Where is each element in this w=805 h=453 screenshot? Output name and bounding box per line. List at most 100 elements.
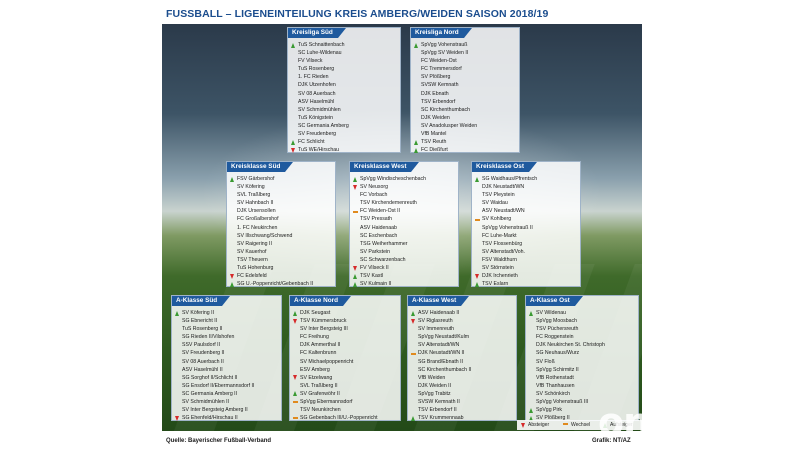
wechsel-marker-icon	[353, 210, 358, 213]
team-name: SV Kohlberg	[482, 216, 512, 223]
aufsteiger-marker-icon	[411, 310, 415, 316]
team-entry: FC Freihung	[290, 333, 400, 341]
team-name: SV Neusorg	[360, 184, 388, 191]
team-entry: TSV Pressath	[350, 215, 458, 223]
team-name: SG Sorghof II/Schlicht II	[182, 374, 238, 381]
team-name: SG Ensdorf II/Ebermannsdorf II	[182, 382, 255, 389]
wechsel-marker-icon	[475, 218, 480, 221]
team-name: SpVgg Ebermannsdorf	[300, 399, 353, 406]
team-entry: DJK Ammerthal II	[290, 341, 400, 349]
league-title: Kreisliga Süd	[288, 28, 346, 38]
team-entry: ASV Haidenaab	[350, 224, 458, 232]
team-name: SC Schwarzenbach	[360, 256, 406, 263]
team-name: SpVgg SV Weiden II	[421, 50, 469, 57]
team-entry: VfB Weiden	[408, 374, 516, 382]
team-name: SV Grafenwöhr II	[300, 390, 340, 397]
team-entry: SC Kirchenthumbach	[411, 106, 519, 114]
team-name: SVSW Kemnath	[421, 82, 459, 89]
league-title: A-Klasse Ost	[526, 296, 583, 306]
team-entry: SC Schwarzenbach	[350, 256, 458, 264]
team-list: SV Köfering II SG Ebnericht II TuS Rosenbe…	[172, 309, 281, 422]
team-entry: SV Neusorg	[350, 183, 458, 191]
team-entry: SV Plößberg	[411, 73, 519, 81]
team-entry: SV Wildenau	[526, 309, 638, 317]
team-entry: TSV Pleystein	[472, 191, 580, 199]
team-entry: SV Michaelpoppenricht	[290, 358, 400, 366]
team-entry: FV Vilseck II	[350, 264, 458, 272]
team-name: ASV Haidenaab	[360, 224, 397, 231]
team-entry: SC Eschenbach	[350, 232, 458, 240]
team-entry: SV Waidau	[472, 199, 580, 207]
league-box-kreisliga-nord: Kreisliga Nord SpVgg Vohenstrauß SpVgg SV…	[410, 27, 520, 153]
team-name: SV Parkstein	[360, 248, 390, 255]
team-name: DJK Utzenhofen	[298, 82, 336, 89]
team-entry: FC Luhe-Markt	[472, 232, 580, 240]
league-box-kreisliga-sued: Kreisliga Süd TuS Schnaittenbach SC Luhe-…	[287, 27, 401, 153]
team-entry: TSV Krummennaab	[408, 414, 516, 422]
team-entry: TSV Reuth	[411, 138, 519, 146]
team-name: SpVgg Neustadt/Kulm	[418, 334, 470, 341]
team-entry: TSV Kastl	[350, 272, 458, 280]
team-name: DJK Neukirchen St. Christoph	[536, 342, 605, 349]
team-name: SpVgg Windischeschenbach	[360, 176, 427, 182]
team-name: SV Altenstadt/Voh.	[482, 248, 525, 255]
team-name: TSV Püchersreuth	[536, 326, 579, 333]
team-name: TuS Rosenberg II	[182, 326, 223, 333]
team-entry: FC Vorbach	[350, 191, 458, 199]
team-name: SG Neuhaus/Wurz	[536, 350, 580, 357]
team-name: SpVgg Vohenstrauß	[421, 42, 468, 48]
team-name: VfB Weiden	[418, 374, 446, 381]
team-name: SV Köfering II	[182, 310, 215, 316]
team-name: SC Eschenbach	[360, 232, 398, 239]
league-title: Kreisklasse Ost	[472, 162, 537, 172]
team-entry: SV Hahnbach II	[227, 199, 335, 207]
team-name: TSV Pressath	[360, 216, 393, 223]
team-entry: TuS Königstein	[288, 114, 400, 122]
team-name: SG Brand/Ebnath II	[418, 358, 463, 365]
team-entry: FC Tremmersdorf	[411, 65, 519, 73]
team-name: SV Etzelwang	[300, 374, 333, 381]
team-name: SV Wildenau	[536, 310, 566, 316]
team-entry: TSV Erbendorf II	[408, 406, 516, 414]
team-name: TSV Kirchendemenreuth	[360, 200, 417, 207]
team-name: SV Raigering II	[237, 240, 272, 247]
league-title: A-Klasse West	[408, 296, 470, 306]
team-entry: FC Dießfurt	[411, 146, 519, 154]
team-name: SV Schönkirch	[536, 390, 571, 397]
team-entry: FC Edelsfeld	[227, 272, 335, 280]
team-name: SV Freudenberg II	[182, 350, 225, 357]
team-list: SG Waidhaus/Pfrentsch DJK Neustadt/WN TSV …	[472, 175, 580, 288]
team-entry: DJK Seugast	[290, 309, 400, 317]
team-entry: TSV Theuern	[227, 256, 335, 264]
team-entry: DJK Weiden	[411, 114, 519, 122]
team-entry: SVL Traßlberg II	[290, 382, 400, 390]
team-entry: SG Ehenfeld/Hirschau II	[172, 414, 281, 422]
team-entry: DJK Utzenhofen	[288, 81, 400, 89]
team-name: SV Immenreuth	[418, 326, 455, 333]
team-entry: FSV Waldthurn	[472, 256, 580, 264]
team-name: TSV Kümmersbruck	[300, 318, 347, 325]
team-name: SC Kirchenthumbach	[421, 106, 471, 113]
team-name: SV 08 Auerbach	[298, 90, 336, 97]
team-entry: SV Etzelwang	[290, 374, 400, 382]
team-name: FC Roggenstein	[536, 334, 574, 341]
team-entry: SV Störnstein	[472, 264, 580, 272]
team-entry: TSV Püchersreuth	[526, 325, 638, 333]
team-entry: TSV Erbendorf	[411, 98, 519, 106]
team-name: 1. FC Neukirchen	[237, 224, 278, 231]
aufsteiger-marker-icon	[175, 310, 179, 316]
league-box-kreisklasse-west: Kreisklasse West SpVgg Windischeschenbac…	[349, 161, 459, 287]
legend-aufsteiger: Aufsteiger	[610, 422, 633, 428]
team-entry: VfB Mantel	[411, 130, 519, 138]
league-box-kreisklasse-sued: Kreisklasse Süd FSV Gärbershof SV Köferin…	[226, 161, 336, 287]
aufsteiger-marker-icon	[475, 176, 479, 182]
team-list: FSV Gärbershof SV Köfering SVL Traßlberg SV…	[227, 175, 335, 288]
team-entry: SV Kauerhof	[227, 248, 335, 256]
legend-wechsel: Wechsel	[571, 422, 591, 428]
team-entry: SC Germania Amberg II	[172, 390, 281, 398]
team-name: SG Rieden II/Vilshofen	[182, 334, 235, 341]
team-entry: TuS Rosenberg	[288, 65, 400, 73]
team-entry: SpVgg Vohenstrauß	[411, 41, 519, 49]
team-entry: SV Kulmain II	[350, 280, 458, 288]
